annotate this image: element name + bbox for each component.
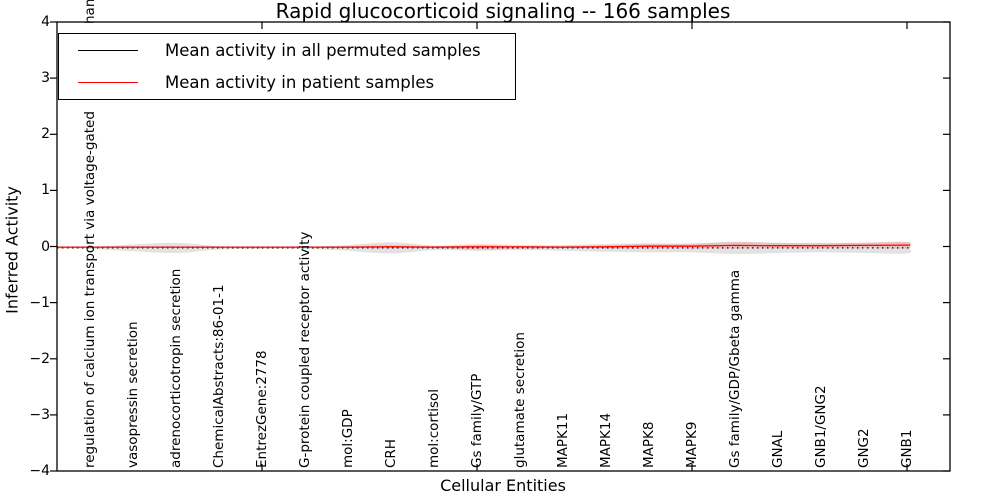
- entity-label: MAPK14: [598, 412, 614, 468]
- patient-mean-line: [57, 244, 910, 248]
- entity-label: GNG2: [856, 428, 872, 468]
- entity-label: GNB1/GNG2: [813, 385, 829, 468]
- y-tick-label: 4: [41, 14, 50, 30]
- entity-label: EntrezGene:2778: [254, 350, 270, 468]
- entity-label: adrenocorticotropin secretion: [168, 268, 184, 468]
- y-tick-label: −3: [29, 406, 50, 423]
- entity-label: glutamate secretion: [512, 332, 528, 468]
- x-axis-label: Cellular Entities: [440, 476, 566, 495]
- legend-label: Mean activity in patient samples: [165, 73, 435, 92]
- entity-label: mol:cortisol: [426, 388, 442, 468]
- entity-label: MAPK9: [684, 421, 700, 468]
- permuted-line-sample-icon: [78, 50, 138, 51]
- clipped-entity-label-fragment: hann: [82, 0, 98, 24]
- entity-label: GNB1: [899, 429, 915, 468]
- y-tick-label: 2: [41, 126, 50, 143]
- patient-line-sample-icon: [78, 82, 138, 83]
- chart-title: Rapid glucocorticoid signaling -- 166 sa…: [275, 0, 731, 23]
- y-tick-label: 3: [41, 70, 50, 87]
- band-permuted: [57, 241, 912, 255]
- legend: Mean activity in all permuted samples Me…: [58, 33, 516, 100]
- entity-label: MAPK8: [641, 421, 657, 468]
- y-tick-label: −1: [29, 294, 50, 311]
- entity-label: CRH: [383, 439, 399, 468]
- entity-label: GNAL: [770, 430, 786, 468]
- entity-label: regulation of calcium ion transport via …: [82, 111, 98, 468]
- entity-label: Gs family/GDP/Gbeta gamma: [727, 269, 743, 468]
- y-tick-label: −4: [29, 463, 50, 479]
- legend-label: Mean activity in all permuted samples: [165, 41, 481, 60]
- y-tick-label: −2: [29, 350, 50, 367]
- entity-label: Gs family/GTP: [469, 373, 485, 468]
- y-tick-label: 1: [41, 182, 50, 199]
- legend-item-patient: Mean activity in patient samples: [59, 67, 515, 99]
- legend-item-permuted: Mean activity in all permuted samples: [59, 35, 515, 67]
- entity-label: ChemicalAbstracts:86-01-1: [211, 284, 227, 468]
- entity-label: vasopressin secretion: [125, 321, 141, 468]
- entity-label: mol:GDP: [340, 409, 356, 468]
- entity-label: MAPK11: [555, 412, 571, 468]
- y-tick-label: 0: [41, 238, 50, 255]
- entity-label: G-protein coupled receptor activity: [297, 231, 313, 468]
